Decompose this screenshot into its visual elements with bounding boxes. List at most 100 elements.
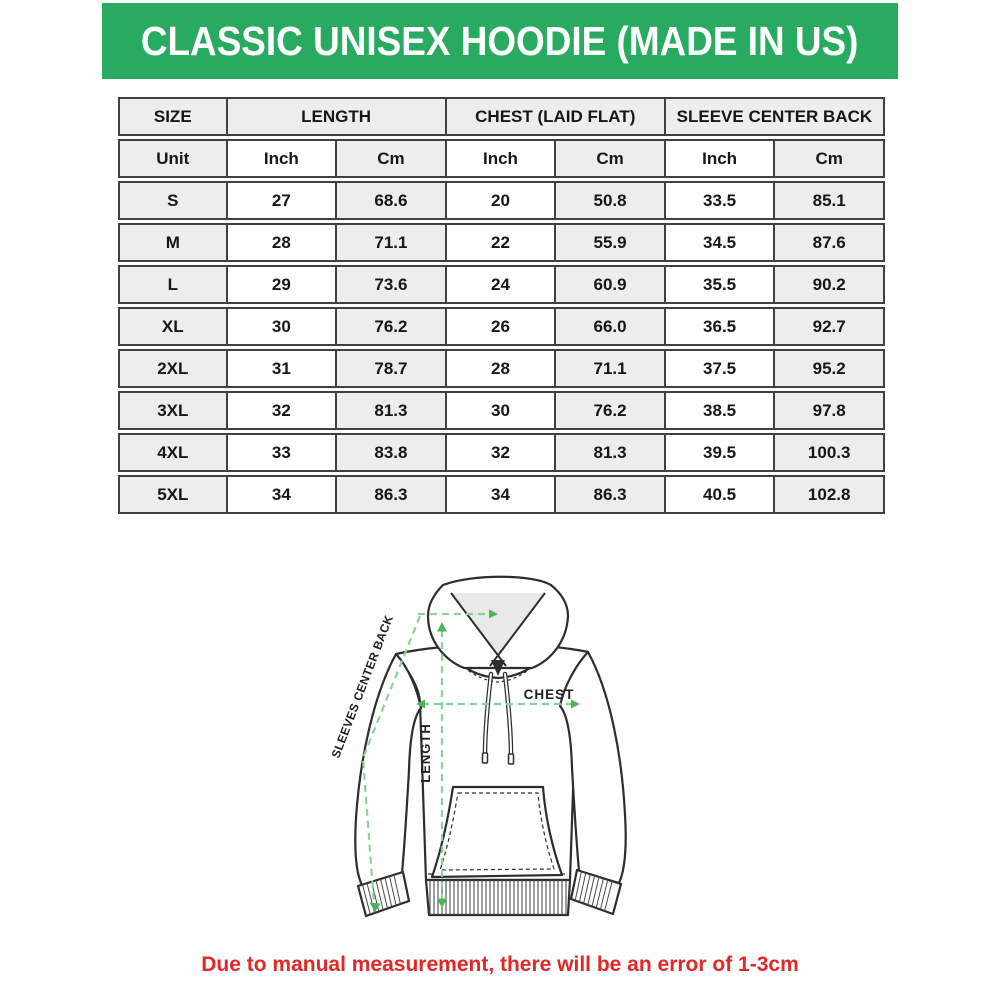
unit-cell: Cm (556, 139, 666, 178)
table-cell: 38.5 (665, 391, 776, 430)
table-cell: 86.3 (556, 475, 666, 514)
arrow-left-icon (416, 699, 425, 709)
page-title: CLASSIC UNISEX HOODIE (MADE IN US) (141, 17, 859, 64)
table-cell: 71.1 (556, 349, 666, 388)
size-cell: 4XL (118, 433, 228, 472)
table-row: M 28 71.1 22 55.9 34.5 87.6 (118, 223, 885, 262)
table-cell: 31 (227, 349, 338, 388)
hoodie-diagram: CHEST LENGTH SLEEVES CENTER BACK (300, 570, 700, 950)
table-cell: 37.5 (665, 349, 776, 388)
table-cell: 33.5 (665, 181, 776, 220)
table-row: 4XL 33 83.8 32 81.3 39.5 100.3 (118, 433, 885, 472)
title-banner: CLASSIC UNISEX HOODIE (MADE IN US) (102, 3, 898, 79)
table-cell: 39.5 (665, 433, 776, 472)
arrow-down-icon (437, 898, 447, 908)
table-cell: 33 (227, 433, 338, 472)
table-cell: 81.3 (337, 391, 447, 430)
table-cell: 60.9 (556, 265, 666, 304)
size-cell: M (118, 223, 228, 262)
arrow-up-icon (437, 622, 447, 632)
unit-cell: Cm (337, 139, 447, 178)
unit-row: Unit Inch Cm Inch Cm Inch Cm (118, 139, 885, 178)
unit-cell: Unit (118, 139, 228, 178)
table-cell: 34 (446, 475, 557, 514)
group-header-row: SIZE LENGTH CHEST (LAID FLAT) SLEEVE CEN… (118, 97, 885, 136)
table-cell: 20 (446, 181, 557, 220)
table-cell: 97.8 (775, 391, 885, 430)
measurement-note: Due to manual measurement, there will be… (201, 953, 799, 976)
table-cell: 90.2 (775, 265, 885, 304)
hoodie-illustration: CHEST LENGTH SLEEVES CENTER BACK (329, 575, 627, 918)
table-cell: 55.9 (556, 223, 666, 262)
table-cell: 30 (227, 307, 338, 346)
table-row: L 29 73.6 24 60.9 35.5 90.2 (118, 265, 885, 304)
table-row: S 27 68.6 20 50.8 33.5 85.1 (118, 181, 885, 220)
table-cell: 86.3 (337, 475, 447, 514)
unit-cell: Inch (227, 139, 338, 178)
size-cell: 3XL (118, 391, 228, 430)
col-header-sleeve: SLEEVE CENTER BACK (665, 97, 885, 136)
unit-cell: Cm (775, 139, 885, 178)
diagram-label-chest: CHEST (524, 687, 575, 702)
table-cell: 81.3 (556, 433, 666, 472)
size-cell: 5XL (118, 475, 228, 514)
table-cell: 83.8 (337, 433, 447, 472)
table-row: 3XL 32 81.3 30 76.2 38.5 97.8 (118, 391, 885, 430)
table-cell: 34.5 (665, 223, 776, 262)
kangaroo-pocket (430, 785, 564, 879)
table-cell: 32 (227, 391, 338, 430)
measurement-lines (361, 612, 574, 905)
table-cell: 34 (227, 475, 338, 514)
table-cell: 27 (227, 181, 338, 220)
table-cell: 35.5 (665, 265, 776, 304)
table-row: 5XL 34 86.3 34 86.3 40.5 102.8 (118, 475, 885, 514)
unit-cell: Inch (446, 139, 557, 178)
table-cell: 68.6 (337, 181, 447, 220)
table-cell: 24 (446, 265, 557, 304)
size-cell: 2XL (118, 349, 228, 388)
col-header-length: LENGTH (227, 97, 447, 136)
arrow-right-icon (489, 609, 498, 619)
table-cell: 66.0 (556, 307, 666, 346)
size-cell: L (118, 265, 228, 304)
table-cell: 30 (446, 391, 557, 430)
table-cell: 85.1 (775, 181, 885, 220)
hem-band (424, 873, 572, 917)
table-cell: 32 (446, 433, 557, 472)
table-cell: 78.7 (337, 349, 447, 388)
col-header-chest: CHEST (LAID FLAT) (446, 97, 666, 136)
table-cell: 28 (446, 349, 557, 388)
table-cell: 102.8 (775, 475, 885, 514)
unit-cell: Inch (665, 139, 776, 178)
sleeve-cuffs (356, 868, 623, 918)
table-cell: 36.5 (665, 307, 776, 346)
size-cell: S (118, 181, 228, 220)
table-cell: 95.2 (775, 349, 885, 388)
table-cell: 92.7 (775, 307, 885, 346)
table-cell: 26 (446, 307, 557, 346)
diagram-label-length: LENGTH (418, 723, 433, 782)
drawstrings (481, 671, 515, 765)
table-cell: 100.3 (775, 433, 885, 472)
size-chart-table: SIZE LENGTH CHEST (LAID FLAT) SLEEVE CEN… (118, 94, 885, 517)
table-cell: 76.2 (337, 307, 447, 346)
hood-lining (451, 593, 545, 657)
hood (426, 575, 570, 676)
table-cell: 87.6 (775, 223, 885, 262)
table-cell: 73.6 (337, 265, 447, 304)
table-cell: 22 (446, 223, 557, 262)
size-chart: SIZE LENGTH CHEST (LAID FLAT) SLEEVE CEN… (118, 94, 885, 517)
measurement-arrows (369, 609, 580, 912)
table-cell: 71.1 (337, 223, 447, 262)
arrow-right-icon (571, 699, 580, 709)
hoodie-sleeves (354, 650, 627, 887)
table-cell: 40.5 (665, 475, 776, 514)
table-cell: 76.2 (556, 391, 666, 430)
size-cell: XL (118, 307, 228, 346)
col-header-size: SIZE (118, 97, 228, 136)
table-row: 2XL 31 78.7 28 71.1 37.5 95.2 (118, 349, 885, 388)
table-cell: 50.8 (556, 181, 666, 220)
arrow-down-icon (369, 902, 381, 912)
table-cell: 29 (227, 265, 338, 304)
